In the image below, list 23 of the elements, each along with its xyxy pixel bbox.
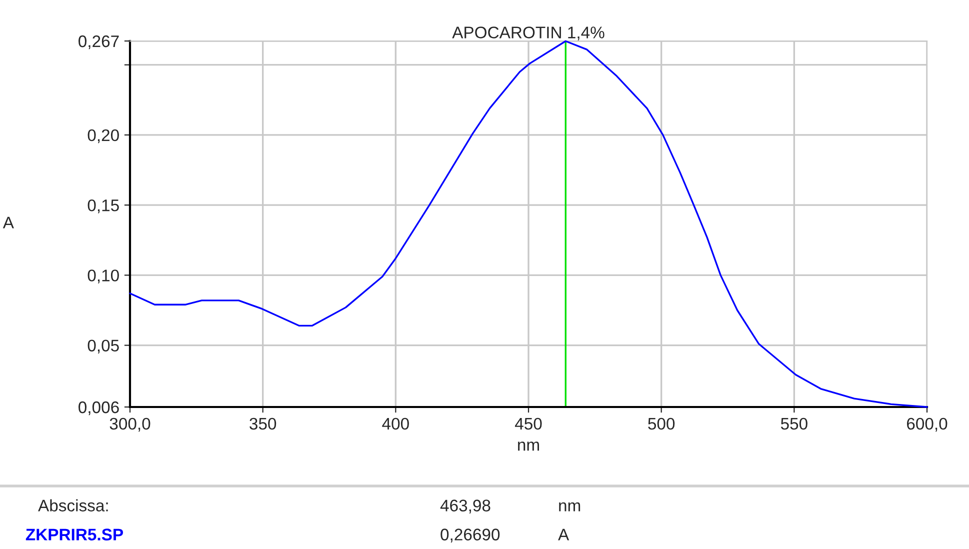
x-tick-label: 500: [648, 418, 675, 430]
y-axis-title: A: [2, 216, 14, 228]
text: nm: [559, 502, 580, 512]
text: 0,26690: [440, 528, 500, 542]
x-tick-label: 600,0: [906, 418, 948, 432]
y-tick-label: 0,20: [88, 129, 119, 144]
text: Abscissa:: [38, 499, 108, 512]
y-tick-label: 0,267: [78, 35, 119, 50]
x-tick-label: 400: [382, 418, 409, 430]
text: 463,98: [440, 500, 490, 514]
line-series: [129, 40, 928, 408]
x-tick-label: 450: [514, 418, 542, 430]
x-tick-label: 550: [780, 418, 808, 430]
y-tick-label: 0,006: [78, 401, 119, 416]
text: ZKPRIR5.SP: [26, 528, 123, 540]
x-axis-title: nm: [518, 442, 539, 451]
y-tick-label: 0,15: [88, 199, 119, 214]
y-tick-label: 0,05: [88, 340, 119, 354]
chart-title: APOCAROTIN 1,4%: [452, 26, 604, 40]
text: A: [558, 528, 570, 540]
x-tick-label: 300,0: [110, 418, 150, 432]
x-tick-label: 350: [250, 418, 276, 430]
y-tick-label: 0,10: [88, 270, 119, 284]
